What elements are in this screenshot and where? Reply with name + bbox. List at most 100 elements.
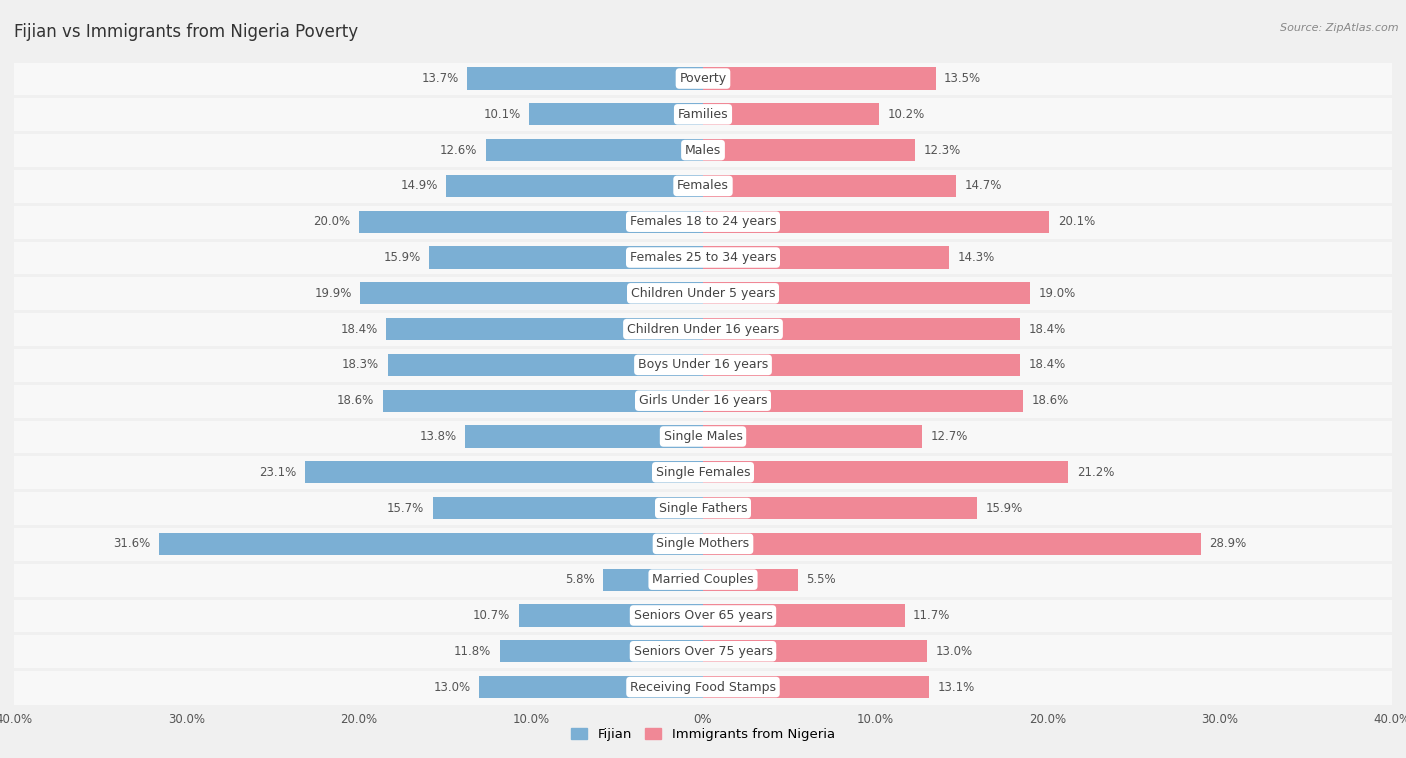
Bar (14, 418, 1392, 454)
Bar (14, 562, 1392, 597)
Text: 5.8%: 5.8% (565, 573, 595, 586)
Text: 18.6%: 18.6% (337, 394, 374, 407)
Bar (703, 641, 927, 662)
Text: Single Females: Single Females (655, 465, 751, 479)
Text: 15.7%: 15.7% (387, 502, 425, 515)
Bar (14, 275, 1392, 312)
Bar (433, 497, 703, 519)
Bar (14, 669, 1392, 705)
Text: 31.6%: 31.6% (112, 537, 150, 550)
Text: Single Mothers: Single Mothers (657, 537, 749, 550)
Bar (14, 347, 1392, 383)
Text: 20.0%: 20.0% (312, 215, 350, 228)
Bar (465, 425, 703, 447)
Bar (159, 533, 703, 555)
Bar (14, 526, 1392, 562)
Text: Females: Females (678, 180, 728, 193)
Bar (703, 568, 797, 590)
Text: Single Fathers: Single Fathers (659, 502, 747, 515)
Bar (388, 354, 703, 376)
Bar (467, 67, 703, 89)
Text: 18.6%: 18.6% (1032, 394, 1069, 407)
Bar (703, 175, 956, 197)
Text: 18.4%: 18.4% (1029, 359, 1066, 371)
Text: 11.7%: 11.7% (912, 609, 950, 622)
Bar (360, 282, 703, 305)
Bar (429, 246, 703, 268)
Text: Females 25 to 34 years: Females 25 to 34 years (630, 251, 776, 264)
Text: 18.4%: 18.4% (340, 323, 377, 336)
Text: Males: Males (685, 143, 721, 157)
Bar (14, 490, 1392, 526)
Bar (703, 533, 1201, 555)
Text: 12.3%: 12.3% (924, 143, 960, 157)
Text: 10.7%: 10.7% (472, 609, 510, 622)
Text: 13.5%: 13.5% (945, 72, 981, 85)
Text: Families: Families (678, 108, 728, 121)
Text: Fijian vs Immigrants from Nigeria Poverty: Fijian vs Immigrants from Nigeria Povert… (14, 23, 359, 41)
Text: 13.7%: 13.7% (422, 72, 458, 85)
Bar (14, 312, 1392, 347)
Bar (703, 282, 1031, 305)
Text: 14.7%: 14.7% (965, 180, 1002, 193)
Text: Married Couples: Married Couples (652, 573, 754, 586)
Text: Females 18 to 24 years: Females 18 to 24 years (630, 215, 776, 228)
Bar (703, 461, 1069, 484)
Bar (703, 246, 949, 268)
Text: 10.1%: 10.1% (484, 108, 520, 121)
Text: Girls Under 16 years: Girls Under 16 years (638, 394, 768, 407)
Text: Receiving Food Stamps: Receiving Food Stamps (630, 681, 776, 694)
Text: 19.9%: 19.9% (315, 287, 352, 300)
Text: 21.2%: 21.2% (1077, 465, 1114, 479)
Text: 18.3%: 18.3% (342, 359, 380, 371)
Bar (703, 139, 915, 161)
Bar (703, 354, 1019, 376)
Bar (603, 568, 703, 590)
Text: 5.5%: 5.5% (807, 573, 837, 586)
Bar (486, 139, 703, 161)
Bar (499, 641, 703, 662)
Text: 13.8%: 13.8% (419, 430, 457, 443)
Text: Single Males: Single Males (664, 430, 742, 443)
Text: 14.3%: 14.3% (957, 251, 995, 264)
Bar (519, 604, 703, 627)
Text: 13.0%: 13.0% (935, 645, 973, 658)
Text: Seniors Over 75 years: Seniors Over 75 years (634, 645, 772, 658)
Text: Children Under 16 years: Children Under 16 years (627, 323, 779, 336)
Bar (14, 634, 1392, 669)
Bar (359, 211, 703, 233)
Bar (703, 604, 904, 627)
Bar (305, 461, 703, 484)
Bar (703, 425, 922, 447)
Bar (703, 211, 1049, 233)
Text: 19.0%: 19.0% (1039, 287, 1076, 300)
Text: 12.7%: 12.7% (931, 430, 967, 443)
Bar (14, 168, 1392, 204)
Bar (14, 240, 1392, 275)
Text: 20.1%: 20.1% (1057, 215, 1095, 228)
Bar (703, 390, 1024, 412)
Bar (14, 132, 1392, 168)
Text: 12.6%: 12.6% (440, 143, 478, 157)
Bar (387, 318, 703, 340)
Text: 10.2%: 10.2% (887, 108, 925, 121)
Bar (446, 175, 703, 197)
Text: 18.4%: 18.4% (1029, 323, 1066, 336)
Bar (14, 61, 1392, 96)
Text: 13.1%: 13.1% (938, 681, 974, 694)
Bar (703, 67, 935, 89)
Legend: Fijian, Immigrants from Nigeria: Fijian, Immigrants from Nigeria (567, 723, 839, 747)
Text: 13.0%: 13.0% (433, 681, 471, 694)
Bar (479, 676, 703, 698)
Text: 11.8%: 11.8% (454, 645, 491, 658)
Bar (703, 497, 977, 519)
Text: 15.9%: 15.9% (384, 251, 420, 264)
Text: 28.9%: 28.9% (1209, 537, 1247, 550)
Text: 14.9%: 14.9% (401, 180, 437, 193)
Bar (14, 383, 1392, 418)
Text: Poverty: Poverty (679, 72, 727, 85)
Bar (14, 454, 1392, 490)
Text: 15.9%: 15.9% (986, 502, 1022, 515)
Bar (703, 103, 879, 125)
Bar (14, 597, 1392, 634)
